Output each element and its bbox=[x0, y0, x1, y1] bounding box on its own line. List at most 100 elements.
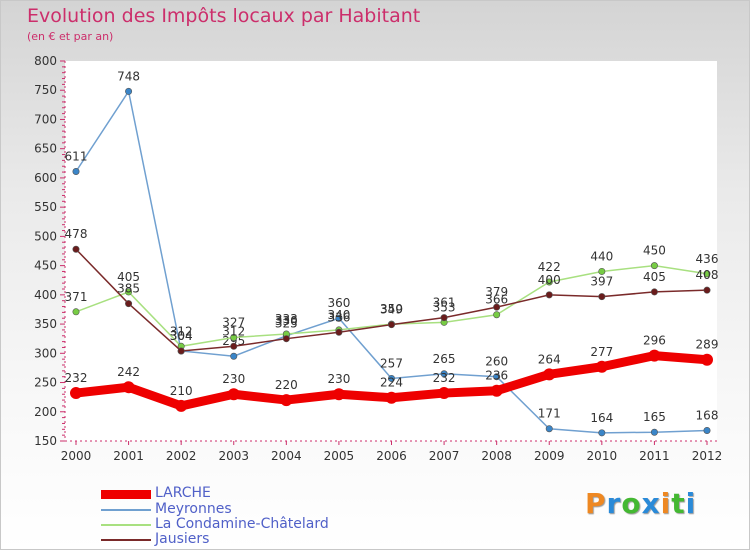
data-point bbox=[545, 278, 553, 286]
logo-letter: P bbox=[585, 487, 607, 520]
data-point bbox=[280, 394, 293, 407]
data-label: 260 bbox=[485, 355, 508, 369]
chart-title: Evolution des Impôts locaux par Habitant bbox=[27, 5, 421, 27]
data-label: 171 bbox=[538, 407, 561, 421]
data-label: 478 bbox=[65, 227, 88, 241]
y-tick-label: 700 bbox=[34, 112, 57, 126]
data-label: 242 bbox=[117, 365, 140, 379]
data-label: 327 bbox=[222, 316, 245, 330]
data-label: 312 bbox=[222, 324, 245, 338]
data-label: 224 bbox=[380, 376, 403, 390]
data-label: 371 bbox=[65, 290, 88, 304]
data-label: 168 bbox=[696, 408, 719, 422]
data-point bbox=[385, 391, 398, 404]
data-label: 325 bbox=[275, 317, 298, 331]
data-label: 164 bbox=[590, 411, 613, 425]
logo-letter: x bbox=[641, 487, 661, 520]
data-label: 400 bbox=[538, 273, 561, 287]
data-point bbox=[72, 245, 80, 253]
x-tick-label: 2007 bbox=[429, 449, 460, 463]
y-tick-label: 350 bbox=[34, 317, 57, 331]
y-tick-label: 450 bbox=[34, 259, 57, 273]
data-point bbox=[227, 388, 240, 401]
data-label: 257 bbox=[380, 356, 403, 370]
data-point bbox=[230, 352, 238, 360]
data-label: 422 bbox=[538, 260, 561, 274]
data-label: 304 bbox=[170, 329, 193, 343]
data-point bbox=[703, 286, 711, 294]
y-tick-label: 300 bbox=[34, 346, 57, 360]
y-tick-label: 550 bbox=[34, 200, 57, 214]
x-tick-label: 2006 bbox=[376, 449, 407, 463]
data-label: 385 bbox=[117, 282, 140, 296]
chart-subtitle: (en € et par an) bbox=[27, 30, 114, 43]
x-tick-label: 2011 bbox=[639, 449, 670, 463]
x-tick-label: 2003 bbox=[218, 449, 249, 463]
y-tick-label: 650 bbox=[34, 142, 57, 156]
data-label: 360 bbox=[327, 296, 350, 310]
legend-swatch bbox=[101, 524, 151, 526]
data-label: 440 bbox=[590, 249, 613, 263]
data-point bbox=[440, 314, 448, 322]
data-point bbox=[650, 288, 658, 296]
data-label: 165 bbox=[643, 410, 666, 424]
logo-letter: o bbox=[621, 487, 642, 520]
data-label: 289 bbox=[696, 338, 719, 352]
data-label: 405 bbox=[643, 270, 666, 284]
data-point bbox=[72, 308, 80, 316]
data-label: 340 bbox=[327, 308, 350, 322]
data-point bbox=[282, 335, 290, 343]
data-point bbox=[701, 353, 713, 366]
legend-label: Jausiers bbox=[155, 531, 210, 547]
data-point bbox=[598, 429, 606, 437]
y-tick-label: 750 bbox=[34, 83, 57, 97]
x-tick-label: 2008 bbox=[481, 449, 512, 463]
proxiti-logo: Proxiti bbox=[585, 487, 696, 520]
data-label: 330 bbox=[275, 314, 298, 328]
data-point bbox=[125, 300, 133, 308]
data-label: 296 bbox=[643, 334, 666, 348]
data-label: 312 bbox=[170, 324, 193, 338]
data-label: 236 bbox=[485, 369, 508, 383]
y-tick-label: 250 bbox=[34, 376, 57, 390]
x-tick-label: 2001 bbox=[113, 449, 144, 463]
data-point bbox=[72, 167, 80, 175]
data-point bbox=[125, 87, 133, 95]
data-label: 264 bbox=[538, 352, 561, 366]
data-label: 436 bbox=[696, 252, 719, 266]
data-point bbox=[648, 349, 661, 362]
logo-letter: r bbox=[606, 487, 622, 520]
legend-swatch bbox=[101, 490, 151, 499]
logo-letter: i bbox=[660, 487, 672, 520]
data-label: 350 bbox=[380, 302, 403, 316]
data-point bbox=[335, 328, 343, 336]
data-label: 333 bbox=[275, 312, 298, 326]
data-label: 220 bbox=[275, 378, 298, 392]
data-point bbox=[598, 267, 606, 275]
series-larche: 232 242 210 230 220 230 224 232 236 264 277 296 289 bbox=[65, 334, 719, 412]
x-tick-label: 2004 bbox=[271, 449, 302, 463]
data-label: 230 bbox=[222, 372, 245, 386]
y-tick-label: 200 bbox=[34, 405, 57, 419]
data-point bbox=[70, 387, 82, 400]
data-label: 408 bbox=[696, 268, 719, 282]
x-tick-label: 2005 bbox=[324, 449, 355, 463]
data-point bbox=[650, 428, 658, 436]
data-point bbox=[332, 388, 345, 401]
data-label: 277 bbox=[590, 345, 613, 359]
data-point bbox=[175, 399, 188, 412]
data-point bbox=[335, 314, 343, 322]
legend-label: LARCHE bbox=[155, 485, 211, 501]
data-label: 353 bbox=[433, 300, 456, 314]
y-tick-label: 400 bbox=[34, 288, 57, 302]
data-label: 405 bbox=[117, 270, 140, 284]
data-point bbox=[387, 321, 395, 329]
data-point bbox=[438, 387, 451, 400]
legend-label: Meyronnes bbox=[155, 501, 232, 517]
data-label: 265 bbox=[433, 352, 456, 366]
x-tick-label: 2002 bbox=[166, 449, 197, 463]
data-label: 230 bbox=[327, 372, 350, 386]
data-label: 349 bbox=[380, 303, 403, 317]
